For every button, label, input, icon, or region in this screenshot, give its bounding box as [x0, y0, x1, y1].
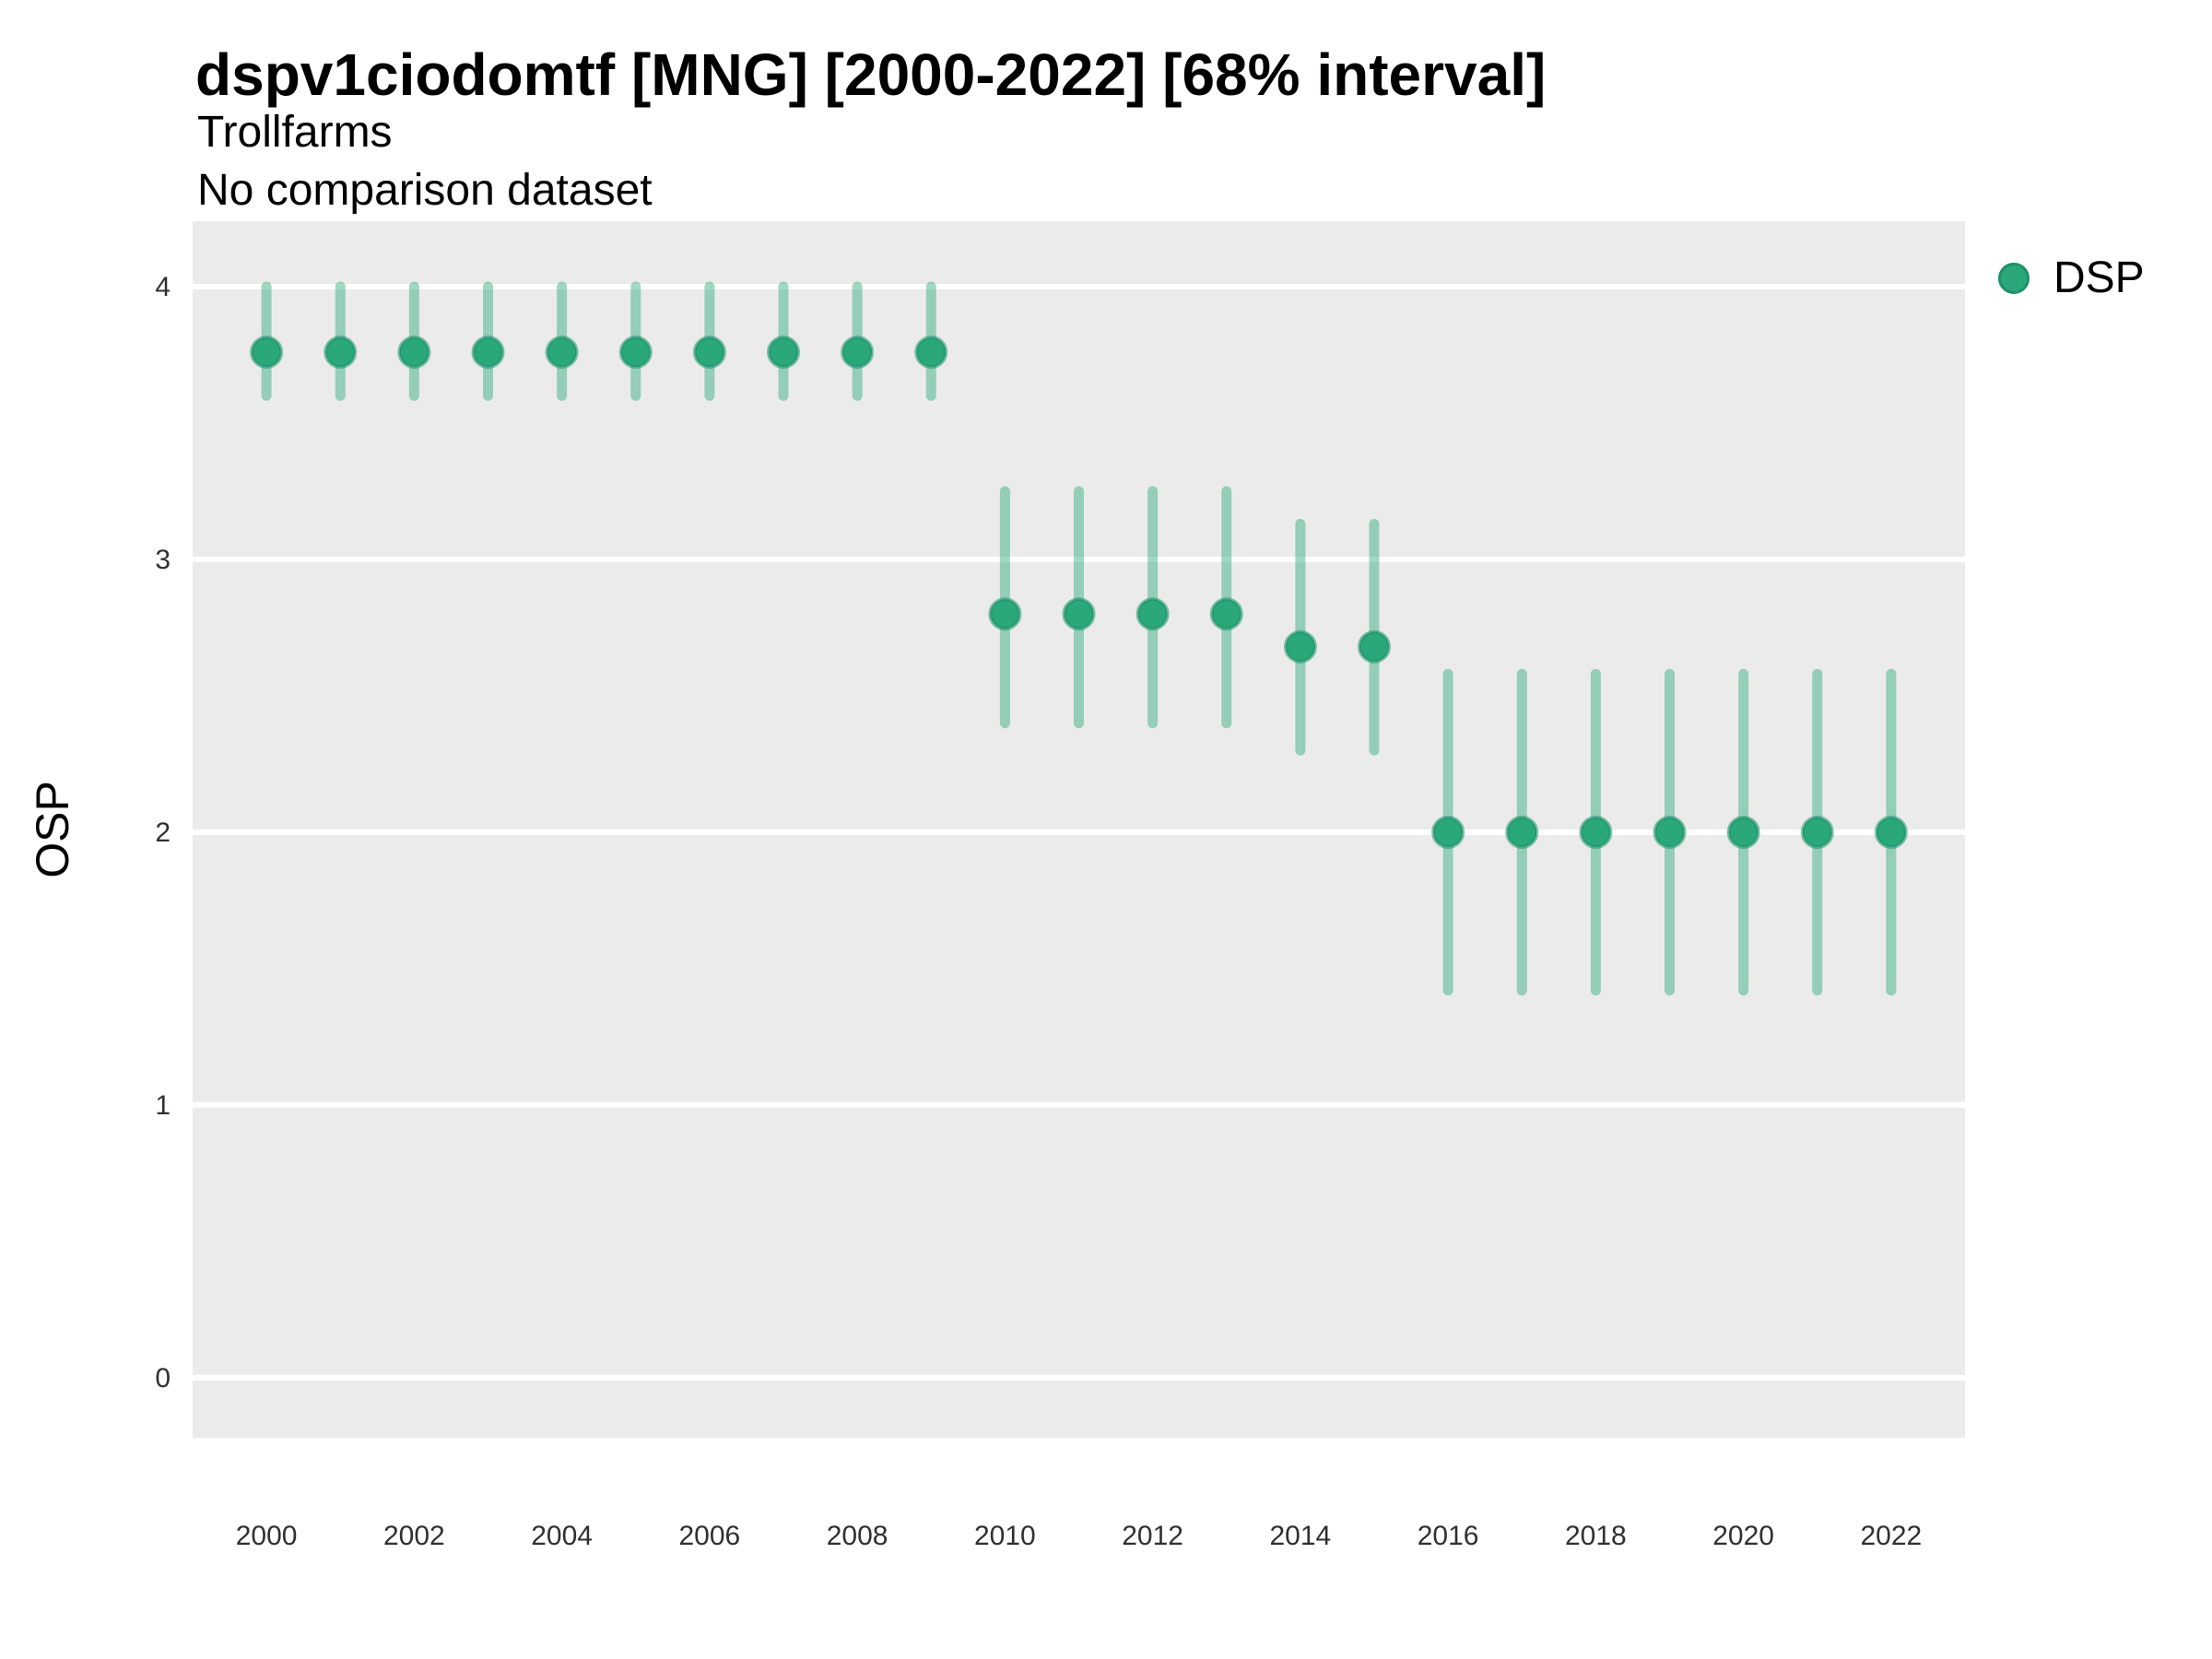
x-tick-label-2008: 2008: [827, 1521, 888, 1551]
point-dot-2005: [618, 335, 653, 370]
x-tick-label-2016: 2016: [1418, 1521, 1479, 1551]
x-tick-label-2006: 2006: [679, 1521, 741, 1551]
x-tick-label-2010: 2010: [974, 1521, 1036, 1551]
point-dot-2003: [471, 335, 505, 370]
point-dot-2013: [1209, 597, 1243, 631]
point-dot-2020: [1726, 815, 1760, 849]
point-dot-2014: [1283, 629, 1317, 664]
point-dot-2001: [324, 335, 358, 370]
point-dot-2002: [397, 335, 431, 370]
point-dot-2004: [545, 335, 579, 370]
point-dot-2011: [1062, 597, 1096, 631]
y-tick-label-0: 0: [155, 1363, 171, 1394]
point-dot-2015: [1358, 629, 1391, 664]
legend: DSP: [1998, 253, 2145, 303]
x-tick-label-2014: 2014: [1270, 1521, 1332, 1551]
point-dot-2012: [1135, 597, 1170, 631]
x-tick-label-2002: 2002: [383, 1521, 445, 1551]
legend-dot-icon: [1998, 262, 2030, 294]
comparison-note: No comparison dataset: [197, 166, 653, 215]
x-tick-label-2012: 2012: [1122, 1521, 1183, 1551]
point-dot-2008: [841, 335, 875, 370]
y-tick-label-4: 4: [155, 272, 171, 302]
point-dot-2006: [692, 335, 726, 370]
chart-title: dspv1ciodomtf [MNG] [2000-2022] [68% int…: [195, 41, 1547, 108]
y-tick-label-1: 1: [155, 1090, 171, 1121]
point-dot-2022: [1874, 815, 1908, 849]
chart-subtitle: Trollfarms: [197, 108, 393, 157]
point-dot-2018: [1579, 815, 1613, 849]
x-tick-label-2018: 2018: [1565, 1521, 1627, 1551]
legend-label: DSP: [2053, 253, 2145, 302]
x-tick-label-2000: 2000: [236, 1521, 298, 1551]
point-dot-2019: [1653, 815, 1687, 849]
point-dot-2000: [250, 335, 284, 370]
point-dot-2017: [1505, 815, 1539, 849]
point-dot-2016: [1431, 815, 1465, 849]
point-dot-2010: [988, 597, 1022, 631]
y-tick-label-2: 2: [155, 818, 171, 848]
y-tick-label-3: 3: [155, 545, 171, 575]
x-tick-label-2004: 2004: [531, 1521, 593, 1551]
point-dot-2007: [767, 335, 800, 370]
point-dot-2021: [1800, 815, 1834, 849]
x-tick-label-2022: 2022: [1861, 1521, 1923, 1551]
x-tick-label-2020: 2020: [1712, 1521, 1774, 1551]
point-dot-2009: [914, 335, 948, 370]
